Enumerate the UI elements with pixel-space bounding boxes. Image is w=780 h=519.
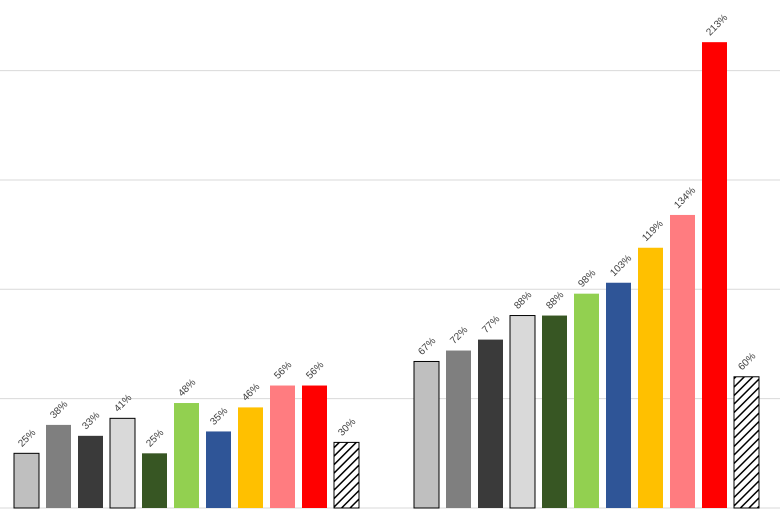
bar bbox=[638, 247, 663, 508]
bar bbox=[333, 441, 360, 509]
data-label: 98% bbox=[576, 268, 598, 290]
bar bbox=[78, 435, 103, 508]
bar bbox=[413, 360, 440, 509]
bar bbox=[270, 385, 295, 508]
data-label: 30% bbox=[336, 417, 358, 439]
bars bbox=[13, 42, 760, 509]
bar bbox=[702, 42, 727, 508]
bar bbox=[542, 315, 567, 508]
data-label: 88% bbox=[544, 290, 566, 312]
data-label: 67% bbox=[416, 336, 438, 358]
data-label: 213% bbox=[704, 12, 730, 38]
data-label: 38% bbox=[48, 399, 70, 421]
data-label: 48% bbox=[176, 377, 198, 399]
data-label: 56% bbox=[272, 360, 294, 382]
bar bbox=[142, 453, 167, 508]
data-label: 88% bbox=[512, 290, 534, 312]
bar bbox=[13, 452, 40, 509]
bar bbox=[206, 431, 231, 508]
bar bbox=[109, 417, 136, 509]
data-label: 35% bbox=[208, 406, 230, 428]
data-label: 46% bbox=[240, 382, 262, 404]
bar bbox=[446, 350, 471, 508]
bar bbox=[174, 403, 199, 508]
bar bbox=[606, 282, 631, 508]
data-label: 56% bbox=[304, 360, 326, 382]
bar bbox=[238, 407, 263, 508]
data-label: 77% bbox=[480, 314, 502, 336]
bar bbox=[733, 376, 760, 509]
bar bbox=[478, 339, 503, 508]
bar bbox=[46, 424, 71, 508]
data-label: 72% bbox=[448, 325, 470, 347]
bar bbox=[302, 385, 327, 508]
data-label: 25% bbox=[16, 427, 38, 449]
bar bbox=[509, 315, 536, 509]
bar bbox=[670, 214, 695, 508]
data-label: 25% bbox=[144, 427, 166, 449]
data-label: 33% bbox=[80, 410, 102, 432]
bar bbox=[574, 293, 599, 508]
data-label: 60% bbox=[736, 351, 758, 373]
data-label: 134% bbox=[672, 185, 698, 211]
data-label: 41% bbox=[112, 392, 134, 414]
data-label: 103% bbox=[608, 253, 634, 279]
data-label: 119% bbox=[640, 218, 665, 243]
